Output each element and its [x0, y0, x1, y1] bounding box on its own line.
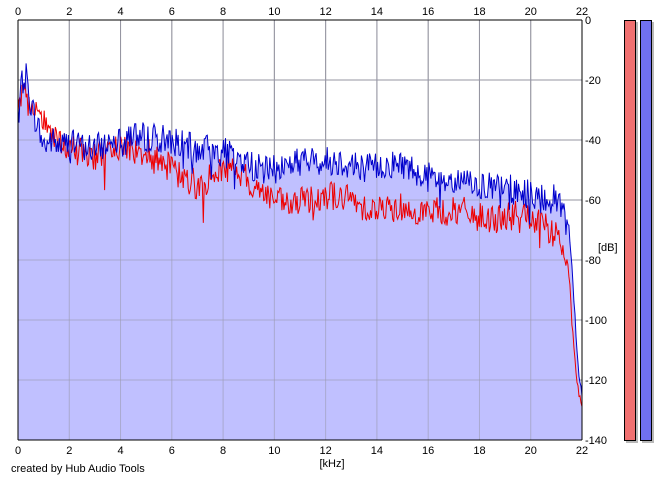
y-tick-label: -80 — [585, 255, 601, 267]
y-axis-label: [dB] — [598, 242, 618, 254]
x-tick-label-bottom: 16 — [422, 445, 434, 457]
right-channel-meter — [640, 20, 652, 441]
x-tick-label-bottom: 2 — [66, 445, 72, 457]
x-tick-label-bottom: 14 — [371, 445, 383, 457]
credit-text: created by Hub Audio Tools — [11, 463, 145, 475]
x-tick-label-top: 20 — [525, 6, 537, 18]
y-tick-label: -20 — [585, 75, 601, 87]
left-channel-meter — [624, 20, 636, 441]
x-tick-label-top: 10 — [268, 6, 280, 18]
x-tick-label-bottom: 8 — [220, 445, 226, 457]
series-lines — [17, 63, 583, 407]
y-tick-label: -140 — [585, 435, 607, 447]
y-tick-label: -60 — [585, 195, 601, 207]
x-tick-label-bottom: 10 — [268, 445, 280, 457]
x-tick-label-top: 18 — [473, 6, 485, 18]
x-tick-label-bottom: 20 — [525, 445, 537, 457]
y-tick-label: -100 — [585, 315, 607, 327]
x-tick-label-top: 2 — [66, 6, 72, 18]
x-tick-label-bottom: 22 — [576, 445, 588, 457]
x-tick-label-top: 6 — [169, 6, 175, 18]
x-tick-label-top: 0 — [15, 6, 21, 18]
x-axis-label: [kHz] — [319, 458, 344, 470]
x-tick-label-bottom: 4 — [117, 445, 123, 457]
spectrum-area — [18, 63, 582, 441]
x-tick-label-top: 16 — [422, 6, 434, 18]
x-tick-label-top: 22 — [576, 6, 588, 18]
x-tick-label-bottom: 0 — [15, 445, 21, 457]
x-tick-label-top: 12 — [320, 6, 332, 18]
series-line-red — [17, 83, 583, 407]
axes: 002244668810101212141416161818202022220-… — [15, 6, 607, 457]
x-tick-label-bottom: 18 — [473, 445, 485, 457]
x-tick-label-top: 14 — [371, 6, 383, 18]
x-tick-label-bottom: 6 — [169, 445, 175, 457]
series-line-blue — [17, 63, 583, 396]
y-tick-label: 0 — [585, 15, 591, 27]
y-tick-label: -40 — [585, 135, 601, 147]
y-tick-label: -120 — [585, 375, 607, 387]
x-tick-label-top: 4 — [117, 6, 123, 18]
x-tick-label-top: 8 — [220, 6, 226, 18]
x-tick-label-bottom: 12 — [320, 445, 332, 457]
